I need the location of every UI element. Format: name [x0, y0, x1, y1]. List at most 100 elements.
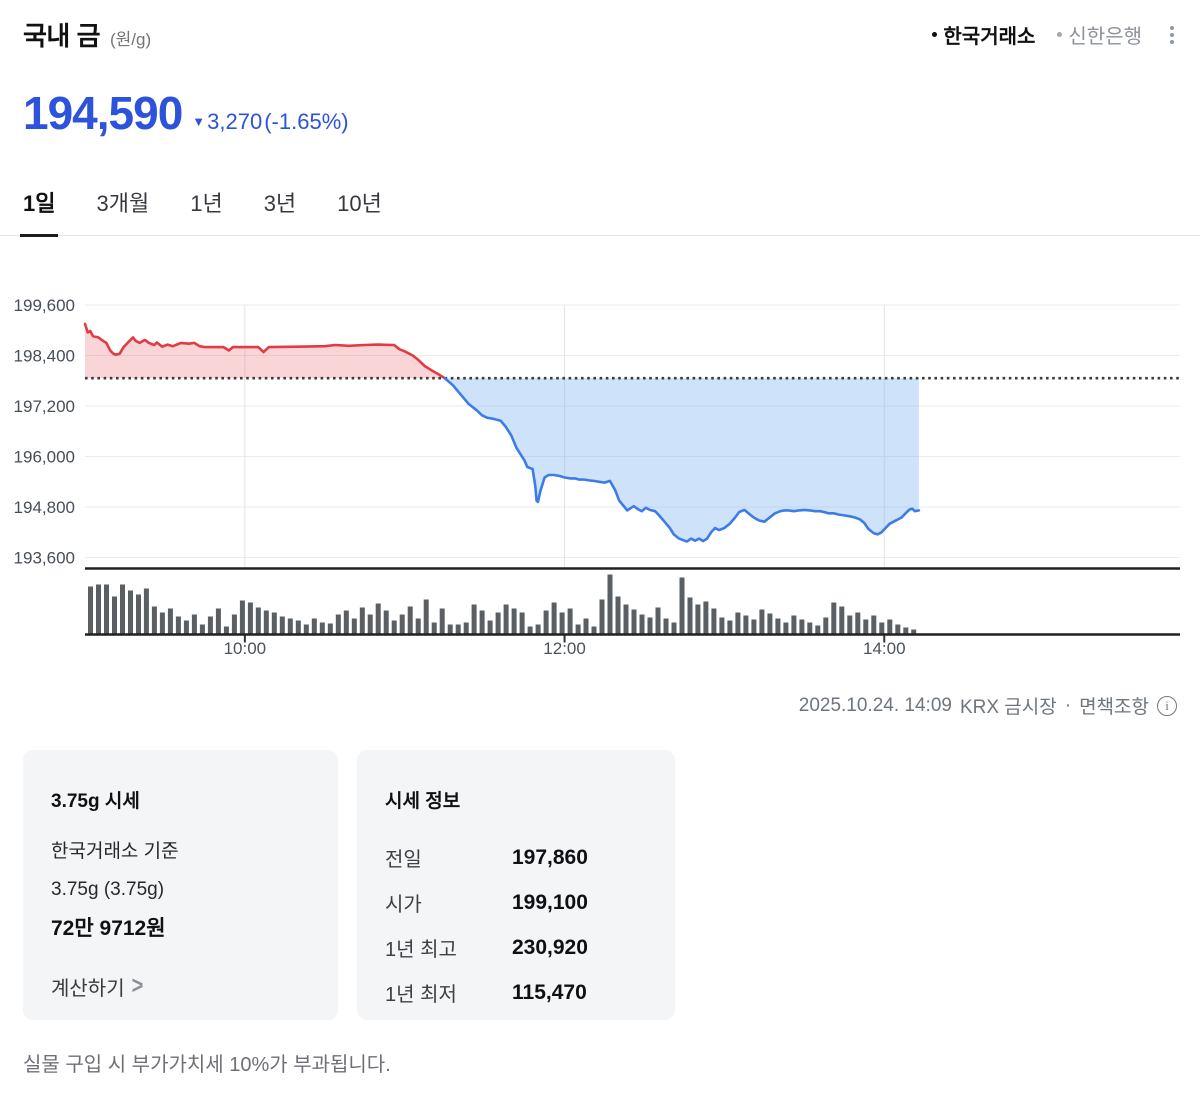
source-tab-krx[interactable]: 한국거래소 [932, 20, 1035, 49]
meta-separator: · [1064, 694, 1072, 716]
timestamp: 2025.10.24. 14:09 [798, 694, 952, 716]
below-baseline-area [444, 378, 919, 542]
price-block: 194,590 ▼ 3,270 (-1.65%) [23, 86, 349, 140]
volume-bar [247, 602, 253, 635]
volume-bar [231, 614, 237, 635]
volume-bar [136, 594, 141, 635]
volume-bar [175, 616, 181, 635]
down-arrow-icon: ▼ [192, 114, 206, 129]
change-amount: 3,270 [207, 109, 263, 134]
volume-bar [687, 597, 693, 635]
volume-bar [120, 584, 125, 635]
volume-bar [495, 612, 501, 635]
market-info-rows: 전일 197,860 시가 199,100 1년 최고 230,920 1년 최… [385, 835, 647, 1015]
price-chart: 199,600 198,400 197,200 196,000 194,800 193,6… [0, 288, 1200, 668]
volume-bar [511, 608, 517, 635]
x-axis-label: 12:00 [543, 639, 586, 658]
card-title: 3.75g 시세 [51, 791, 140, 812]
volume-bar [551, 602, 557, 635]
volume-bar [887, 619, 893, 635]
tab-3months[interactable]: 3개월 [96, 191, 150, 216]
volume-bar [96, 584, 101, 635]
chart-meta: 2025.10.24. 14:09 KRX 금시장 · 면책조항 i [799, 692, 1177, 719]
price-line-above [83, 322, 446, 380]
card-title: 시세 정보 [385, 791, 461, 812]
volume-bar [335, 614, 341, 635]
disclaimer-link[interactable]: 면책조항 [1079, 697, 1149, 718]
row-open: 시가 199,100 [385, 890, 588, 917]
card-3-75g-price: 3.75g 시세 한국거래소 기준 3.75g (3.75g) 72만 9712… [23, 750, 338, 1020]
tab-10years[interactable]: 10년 [337, 191, 382, 216]
source-bullet-icon [1057, 32, 1063, 37]
tab-3years[interactable]: 3년 [263, 191, 297, 216]
info-icon[interactable]: i [1157, 695, 1177, 716]
volume-bar [167, 608, 173, 635]
volume-bar [863, 619, 869, 635]
y-axis-label: 196,000 [14, 448, 75, 467]
volume-bar [271, 612, 277, 635]
volume-bar [559, 612, 565, 635]
volume-bar [295, 620, 301, 635]
volume-bar [207, 616, 213, 635]
card-weight-spec: 3.75g (3.75g) [51, 878, 165, 900]
volume-bar [831, 602, 837, 635]
volume-bar [151, 606, 157, 635]
price-line-below [443, 376, 921, 543]
volume-bar [223, 626, 229, 635]
y-axis-label: 199,600 [14, 296, 75, 315]
row-prev-close: 전일 197,860 [385, 845, 588, 872]
volume-bar [791, 615, 797, 635]
volume-bar [239, 600, 245, 635]
kebab-menu-icon[interactable] [1164, 22, 1180, 48]
volume-bar [439, 608, 445, 635]
y-axis-label: 198,400 [14, 347, 75, 366]
volume-bar [679, 577, 685, 635]
volume-bar [911, 629, 917, 635]
volume-bar [799, 619, 805, 635]
volume-bar [671, 622, 677, 635]
volume-bar [903, 627, 909, 635]
volume-bar [639, 614, 645, 635]
volume-bar [839, 606, 845, 635]
volume-bar [583, 618, 589, 635]
volume-bar [719, 617, 725, 635]
volume-bar [479, 610, 485, 635]
tab-1year[interactable]: 1년 [190, 191, 223, 216]
volume-bar [319, 622, 325, 635]
current-price: 194,590 [23, 87, 183, 139]
volume-bar [343, 610, 349, 635]
y-axis-label: 193,600 [14, 549, 75, 568]
volume-bar [503, 604, 509, 635]
volume-bar [607, 574, 613, 635]
header: 국내 금 (원/g) 한국거래소 신한은행 [23, 16, 1180, 60]
volume-bar [695, 604, 701, 635]
y-axis-label: 194,800 [14, 498, 75, 517]
volume-bar [183, 620, 189, 635]
period-tabs: 1일 3개월 1년 3년 10년 [0, 182, 1200, 237]
tab-1day[interactable]: 1일 [19, 182, 60, 237]
volume-bar [487, 620, 493, 635]
volume-bar [567, 608, 573, 635]
volume-bar [879, 622, 885, 635]
volume-bar [455, 624, 461, 635]
card-market-info: 시세 정보 전일 197,860 시가 199,100 1년 최고 230,92… [357, 750, 675, 1020]
volume-bar [399, 614, 405, 635]
volume-bar [303, 624, 309, 635]
page-title: 국내 금 [23, 21, 100, 51]
volume-bar [327, 623, 333, 635]
volume-bar [591, 626, 597, 635]
volume-bar [311, 618, 317, 635]
volume-bar [391, 620, 397, 635]
volume-bar [359, 607, 365, 635]
volume-bar [751, 619, 757, 635]
volume-bar [415, 618, 421, 635]
volume-bar [775, 618, 781, 635]
volume-bar [807, 622, 813, 635]
source-tab-shinhan[interactable]: 신한은행 [1057, 20, 1142, 49]
volume-bar [783, 622, 789, 635]
volume-bar [375, 603, 381, 635]
volume-bar [871, 615, 877, 635]
calculate-link[interactable]: 계산하기 > [51, 972, 144, 1001]
volume-bar [263, 610, 269, 635]
source-bullet-icon [932, 32, 938, 37]
